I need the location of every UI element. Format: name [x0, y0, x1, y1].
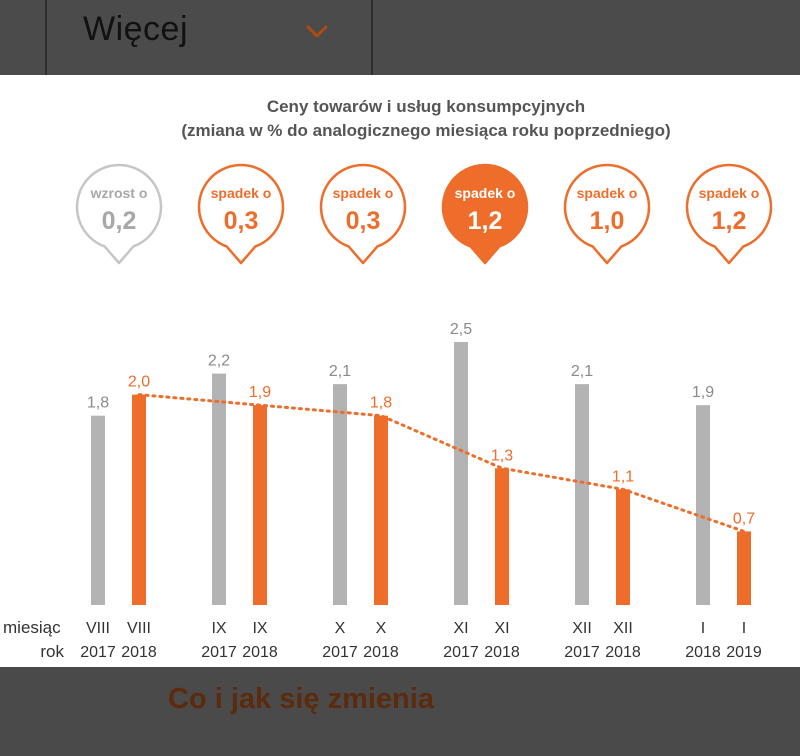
year-tick-label: 2017 — [564, 644, 600, 661]
change-bubble: spadek o 0,3 — [319, 163, 407, 265]
month-tick-label: VIII — [86, 620, 110, 637]
bubble-value: 0,2 — [102, 207, 137, 235]
bubble-caption: spadek o — [455, 185, 516, 201]
year-tick-label: 2018 — [242, 644, 278, 661]
bar — [616, 489, 630, 605]
chart-subtitle: (zmiana w % do analogicznego miesiąca ro… — [181, 121, 670, 140]
bar-value-label: 1,9 — [249, 384, 271, 401]
bubble-shape — [563, 163, 651, 265]
bar — [333, 384, 347, 605]
bubble-value: 1,0 — [590, 207, 625, 235]
bar-value-label: 1,8 — [87, 395, 109, 412]
bubble-shape — [197, 163, 285, 265]
bar-value-label: 2,1 — [329, 363, 351, 380]
bar — [696, 405, 710, 605]
change-bubble: spadek o 1,2 — [685, 163, 773, 265]
bar-value-label: 1,1 — [612, 468, 634, 485]
bubble-caption: spadek o — [577, 185, 638, 201]
bubble-shape — [319, 163, 407, 265]
bar — [737, 531, 751, 605]
month-tick-label: IX — [252, 620, 267, 637]
bubble-value: 1,2 — [468, 207, 503, 235]
bar-value-label: 1,3 — [491, 447, 513, 464]
bubble-caption: spadek o — [333, 185, 394, 201]
change-bubble: wzrost o 0,2 — [75, 163, 163, 265]
more-dropdown[interactable]: Więcej — [47, 0, 371, 70]
month-tick-label: I — [742, 620, 746, 637]
bubble-caption: spadek o — [699, 185, 760, 201]
divider — [371, 0, 373, 75]
year-tick-label: 2017 — [80, 644, 116, 661]
month-tick-label: I — [701, 620, 705, 637]
footer: Co i jak się zmienia — [0, 667, 800, 756]
change-bubble: spadek o 1,0 — [563, 163, 651, 265]
bubble-shape — [75, 163, 163, 265]
bar — [575, 384, 589, 605]
trend-line — [137, 393, 746, 533]
axis-labels: 1,8VIII20172,2IX20172,1X20172,5XI20172,1… — [80, 321, 762, 661]
bar-value-label: 2,5 — [450, 321, 472, 338]
bar — [454, 342, 468, 605]
bars — [91, 342, 751, 605]
chart-title: Ceny towarów i usług konsumpcyjnych — [267, 97, 585, 116]
bar-value-label: 2,2 — [208, 353, 230, 370]
bar — [91, 415, 105, 605]
bar — [212, 373, 226, 605]
top-bar: Więcej — [0, 0, 800, 75]
changes-link[interactable]: Co i jak się zmienia — [168, 683, 434, 715]
row-label-year: rok — [40, 642, 64, 661]
year-tick-label: 2017 — [201, 644, 237, 661]
year-tick-label: 2018 — [605, 644, 641, 661]
chevron-down-icon — [306, 25, 328, 38]
more-dropdown-label: Więcej — [83, 10, 189, 48]
month-tick-label: X — [376, 620, 387, 637]
change-bubble: spadek o 0,3 — [197, 163, 285, 265]
bubble-caption: spadek o — [211, 185, 272, 201]
bubble-value: 0,3 — [224, 207, 259, 235]
bar — [374, 415, 388, 605]
month-tick-label: XII — [613, 620, 633, 637]
bar-value-label: 0,7 — [733, 510, 755, 527]
chart-card: Ceny towarów i usług konsumpcyjnych (zmi… — [0, 75, 800, 667]
month-tick-label: XI — [494, 620, 509, 637]
bubble-value: 0,3 — [346, 207, 381, 235]
bar-value-label: 1,8 — [370, 395, 392, 412]
year-tick-label: 2018 — [685, 644, 721, 661]
bar-value-label: 2,1 — [571, 363, 593, 380]
year-tick-label: 2017 — [443, 644, 479, 661]
year-tick-label: 2018 — [484, 644, 520, 661]
trend-polyline — [137, 393, 746, 533]
bubble-value: 1,2 — [712, 207, 747, 235]
bar — [253, 405, 267, 605]
year-tick-label: 2018 — [121, 644, 157, 661]
bubble-shape — [685, 163, 773, 265]
bubble-shape — [441, 163, 529, 265]
bar-value-label: 1,9 — [692, 384, 714, 401]
month-tick-label: XI — [453, 620, 468, 637]
year-tick-label: 2018 — [363, 644, 399, 661]
bar — [495, 468, 509, 605]
bubble-caption: wzrost o — [90, 185, 148, 201]
cpi-chart: Ceny towarów i usług konsumpcyjnych (zmi… — [3, 97, 773, 661]
year-tick-label: 2019 — [726, 644, 762, 661]
month-tick-label: VIII — [127, 620, 151, 637]
month-tick-label: X — [335, 620, 346, 637]
change-bubble: spadek o 1,2 — [441, 163, 529, 265]
row-label-month: miesiąc — [3, 618, 61, 637]
bar — [132, 394, 146, 605]
month-tick-label: IX — [211, 620, 226, 637]
month-tick-label: XII — [572, 620, 592, 637]
divider — [45, 0, 47, 75]
year-tick-label: 2017 — [322, 644, 358, 661]
bar-value-label: 2,0 — [128, 374, 150, 391]
